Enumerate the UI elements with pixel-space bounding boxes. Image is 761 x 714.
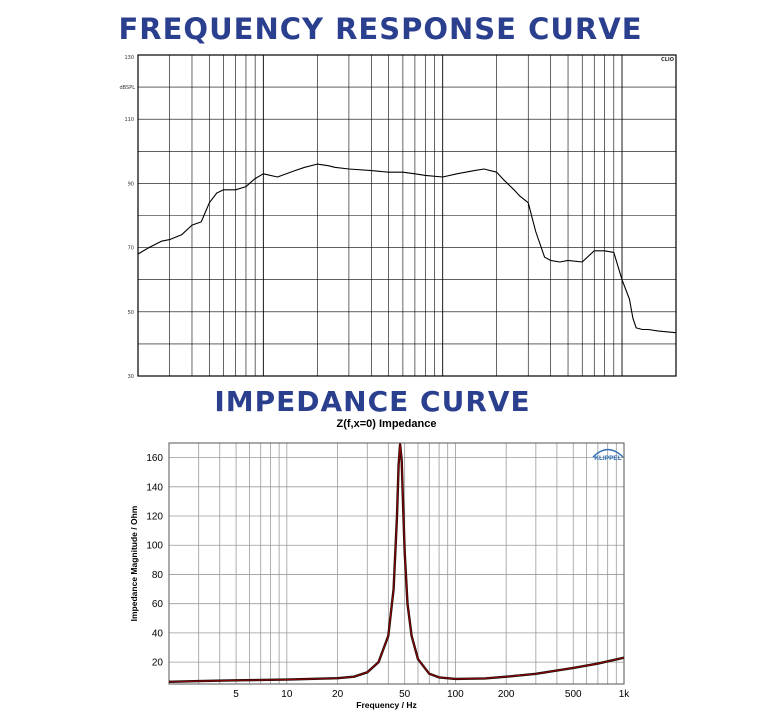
imp-plot-frame xyxy=(168,442,625,685)
freq-y-tick-label: 70 xyxy=(128,246,134,252)
frequency-response-heading: FREQUENCY RESPONSE CURVE xyxy=(118,12,643,46)
imp-chart-title: Z(f,x=0) Impedance xyxy=(337,418,437,430)
freq-y-tick-label: 30 xyxy=(128,374,134,380)
imp-x-tick-label: 10 xyxy=(281,689,293,700)
impedance-line xyxy=(168,443,625,683)
imp-plot-background xyxy=(169,443,624,684)
klippel-logo: KLIPPEL xyxy=(592,448,624,462)
freq-response-line xyxy=(137,163,677,334)
freq-y-tick-label: 50 xyxy=(128,310,134,316)
imp-y-tick-label: 120 xyxy=(146,512,163,523)
imp-y-tick-label: 40 xyxy=(152,628,164,639)
freq-clio-label: CLIO xyxy=(661,57,674,63)
freq-y-tick-label: 130 xyxy=(124,55,134,61)
freq-y-tick-label: 90 xyxy=(128,181,134,187)
imp-x-tick-label: 1k xyxy=(619,689,631,700)
imp-x-axis-label: Frequency / Hz xyxy=(356,700,416,710)
klippel-logo-text: KLIPPEL xyxy=(594,455,621,462)
imp-y-axis-label: Impedance Magnitude / Ohm xyxy=(129,505,139,621)
imp-y-tick-label: 140 xyxy=(146,482,163,493)
freq-y-tick-label: 110 xyxy=(124,117,134,123)
freq-plot-frame xyxy=(137,54,677,377)
imp-y-tick-label: 160 xyxy=(146,453,163,464)
imp-x-tick-label: 200 xyxy=(498,689,515,700)
imp-x-tick-label: 20 xyxy=(332,689,344,700)
imp-y-tick-label: 80 xyxy=(152,570,164,581)
imp-x-tick-label: 500 xyxy=(565,689,582,700)
imp-y-tick-label: 100 xyxy=(146,541,163,552)
imp-y-tick-label: 60 xyxy=(152,599,164,610)
freq-y-unit-label: dBSPL xyxy=(120,85,136,91)
imp-x-tick-label: 100 xyxy=(447,689,464,700)
imp-x-tick-label: 50 xyxy=(399,689,411,700)
klippel-logo-arc xyxy=(592,448,624,458)
imp-x-tick-label: 5 xyxy=(233,689,239,700)
imp-y-tick-label: 20 xyxy=(152,658,164,669)
impedance-heading: IMPEDANCE CURVE xyxy=(214,385,531,418)
